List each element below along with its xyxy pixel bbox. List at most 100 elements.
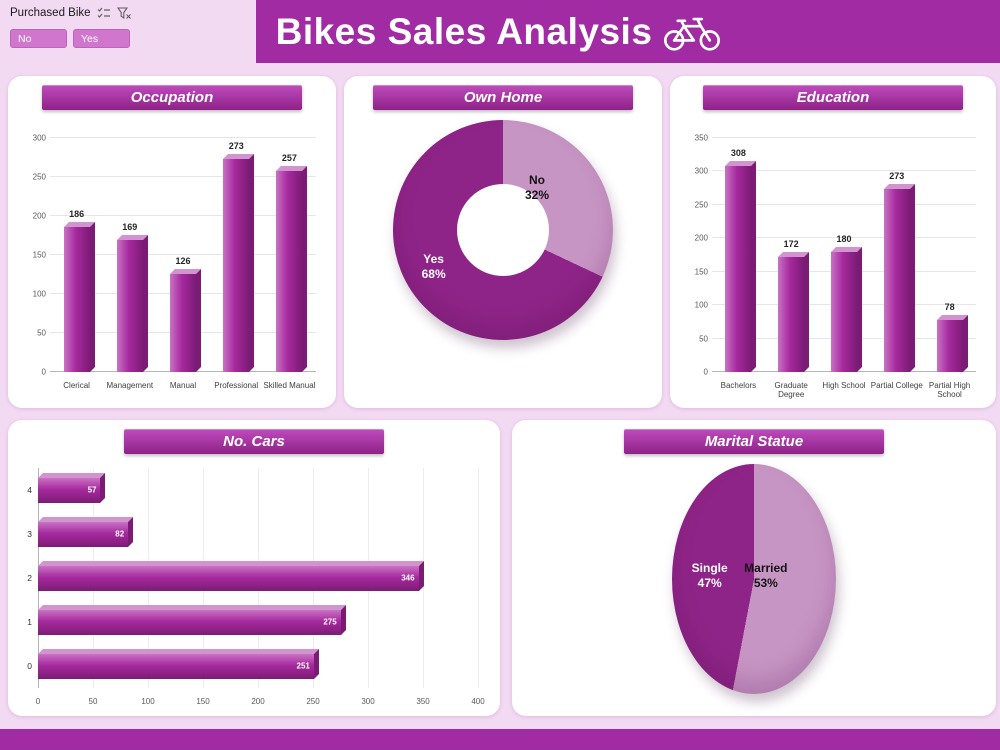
gridline: [50, 254, 316, 255]
value-label: 308: [730, 148, 746, 159]
bar: [830, 251, 857, 372]
bar: [778, 257, 805, 372]
bar-education-3: 273: [870, 138, 923, 372]
marital-chart: Married 53% Single 47%: [512, 464, 996, 710]
bar-no-cars-1: 82: [38, 521, 129, 547]
category-label: Clerical: [63, 381, 90, 390]
category-label: Management: [106, 381, 154, 390]
value-label: 78: [944, 301, 955, 312]
education-chart-title: Education: [703, 85, 963, 110]
bar-education-0: 308: [712, 138, 765, 372]
slice-percent: 53%: [753, 575, 778, 590]
page-title: Bikes Sales Analysis: [275, 10, 653, 52]
category-label: 2: [27, 573, 32, 583]
category-label: Manual: [169, 381, 197, 390]
own-home-chart-title: Own Home: [373, 85, 633, 110]
gridline: [50, 137, 316, 138]
y-tick: 100: [32, 289, 46, 299]
value-label: 82: [115, 529, 125, 539]
y-tick: 0: [703, 367, 708, 377]
own-home-chart: No 32% Yes 68%: [344, 120, 662, 402]
own-home-label-no: No 32%: [525, 173, 549, 203]
category-label: Graduate Degree: [774, 381, 808, 400]
y-tick: 50: [699, 334, 708, 344]
x-tick: 150: [196, 697, 210, 706]
bar-education-1: 172: [765, 138, 818, 372]
marital-label-single: Single 47%: [692, 561, 728, 591]
value-label: 180: [836, 233, 852, 244]
gridline: [478, 468, 479, 688]
bar-occupation-1: 169: [103, 138, 156, 372]
gridline: [712, 237, 976, 239]
footer-bar: [0, 729, 1000, 750]
x-tick: 200: [251, 697, 265, 706]
bar-occupation-2: 126: [156, 138, 209, 372]
no-cars-chart-title: No. Cars: [124, 429, 384, 454]
bar: [116, 240, 143, 372]
bar-education-2: 180: [818, 138, 871, 372]
value-label: 257: [281, 153, 297, 164]
bar-no-cars-0: 57: [38, 477, 101, 503]
category-label: Partial High School: [928, 381, 971, 400]
occupation-card: Occupation 0 50 100 150 200 250 300 186 169 12…: [8, 76, 336, 408]
purchased-bike-slicer: Purchased Bike No Yes: [10, 6, 252, 48]
gridline: [712, 137, 976, 138]
category-label: 0: [27, 661, 32, 671]
slice-percent: 68%: [421, 267, 446, 281]
marital-chart-title: Marital Statue: [624, 429, 884, 454]
y-tick: 300: [32, 133, 46, 143]
marital-status-card: Marital Statue Married 53% Single 47%: [512, 420, 996, 716]
value-label: 346: [401, 573, 415, 583]
bar-no-cars-4: 251: [38, 653, 314, 679]
header-banner: [256, 0, 1000, 63]
multi-select-icon[interactable]: [97, 6, 111, 20]
own-home-card: Own Home No 32% Yes 68%: [344, 76, 662, 408]
x-tick: 50: [88, 697, 98, 706]
y-tick: 200: [32, 211, 46, 221]
y-tick: 250: [32, 172, 46, 182]
gridline: [712, 170, 976, 172]
category-label: 4: [27, 485, 32, 495]
bar-occupation-3: 273: [210, 138, 263, 372]
y-tick: 150: [32, 250, 46, 260]
education-card: Education 0 50 100 150 200 250 300 350 308 172 …: [670, 76, 996, 408]
marital-pie: Married 53% Single 47%: [672, 464, 836, 694]
x-tick: 100: [141, 697, 155, 706]
slice-name: Yes: [423, 252, 444, 266]
category-label: Professional: [214, 381, 259, 390]
bar-education-4: 78: [923, 138, 976, 372]
bar-occupation-4: 257: [263, 138, 316, 372]
y-tick: 350: [694, 133, 708, 143]
bar-occupation-0: 186: [50, 138, 103, 372]
slice-percent: 32%: [525, 187, 550, 202]
bar: [725, 166, 752, 372]
gridline: [712, 203, 976, 205]
slicer-option-no[interactable]: No: [10, 29, 67, 48]
value-label: 57: [87, 485, 97, 495]
y-tick: 300: [694, 166, 708, 176]
slicer-option-yes[interactable]: Yes: [73, 29, 130, 48]
value-label: 172: [783, 239, 799, 250]
slice-percent: 47%: [697, 575, 722, 590]
occupation-chart-title: Occupation: [42, 85, 302, 110]
slice-name: No: [529, 172, 546, 187]
slice-name: Married: [744, 560, 788, 575]
bar: [170, 273, 196, 372]
slicer-label: Purchased Bike: [10, 7, 91, 19]
no-cars-chart: 4 3 2 1 0 57 82 346 275 251 0 50 100 150 200 250 3…: [20, 464, 486, 708]
no-cars-card: No. Cars 4 3 2 1 0 57 82 346 275 251 0 50 100 1…: [8, 420, 500, 716]
value-label: 186: [69, 208, 85, 219]
category-label: Partial College: [870, 381, 923, 390]
bar-no-cars-2: 346: [38, 565, 419, 591]
category-label: Bachelors: [720, 381, 757, 390]
value-label: 251: [296, 661, 310, 671]
category-label: 3: [27, 529, 32, 539]
y-tick: 100: [694, 300, 708, 310]
x-tick: 300: [361, 697, 375, 706]
x-tick: 350: [416, 697, 430, 706]
own-home-donut: No 32% Yes 68%: [393, 120, 613, 340]
clear-filter-icon[interactable]: [116, 6, 131, 20]
bar: [276, 171, 303, 372]
x-tick: 400: [471, 697, 485, 706]
gridline: [50, 215, 316, 216]
